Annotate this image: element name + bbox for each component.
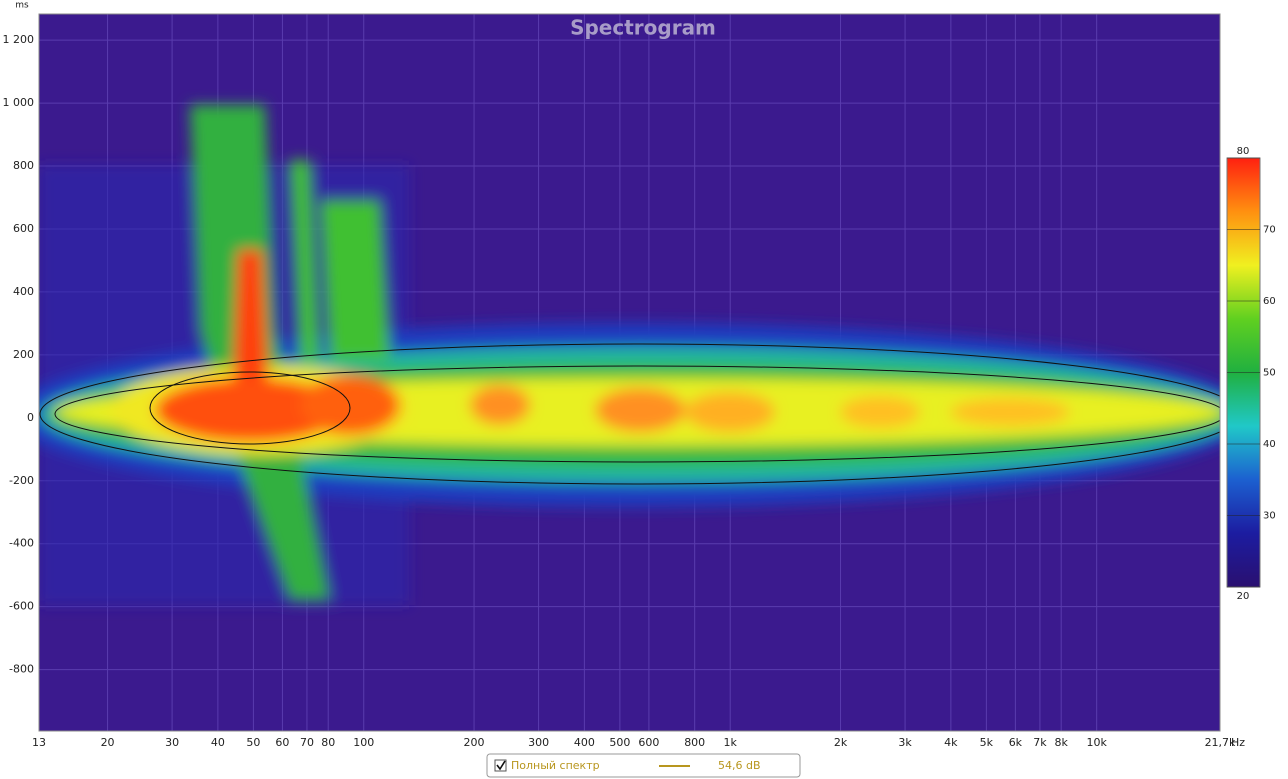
x-tick-label: 10k [1087, 736, 1108, 749]
spectrogram-image [39, 105, 1220, 605]
legend-name: Полный спектр [511, 759, 600, 772]
x-tick-label: 4k [944, 736, 958, 749]
y-tick-label: 1 200 [3, 33, 35, 46]
y-tick-label: 600 [13, 222, 34, 235]
x-tick-label: 60 [275, 736, 289, 749]
x-tick-label: 30 [165, 736, 179, 749]
x-tick-label: 80 [321, 736, 335, 749]
x-tick-label: 20 [101, 736, 115, 749]
x-tick-label: 200 [464, 736, 485, 749]
legend-value: 54,6 dB [718, 759, 761, 772]
y-tick-label: 1 000 [3, 96, 35, 109]
colorbar-label: 80 [1237, 146, 1250, 157]
colorbar-label: 40 [1263, 439, 1276, 450]
x-tick-label: 5k [980, 736, 994, 749]
colorbar-label: 50 [1263, 368, 1276, 379]
x-tick-label: 6k [1009, 736, 1023, 749]
colorbar-label: 60 [1263, 296, 1276, 307]
x-tick-label: 3k [898, 736, 912, 749]
chart-title: Spectrogram [570, 16, 716, 40]
x-tick-label: 100 [353, 736, 374, 749]
x-unit: Hz [1231, 736, 1245, 749]
x-tick-label: 50 [246, 736, 260, 749]
x-tick-label: 40 [211, 736, 225, 749]
legend-box [486, 753, 801, 778]
x-tick-label: 70 [300, 736, 314, 749]
x-tick-label: 1k [724, 736, 738, 749]
x-tick-label: 800 [684, 736, 705, 749]
y-tick-label: 400 [13, 285, 34, 298]
legend-checkbox[interactable] [494, 759, 507, 772]
y-tick-label: -400 [9, 537, 34, 550]
x-tick-label: 500 [609, 736, 630, 749]
x-tick-label: 8k [1054, 736, 1068, 749]
y-tick-label: 200 [13, 348, 34, 361]
y-tick-label: 0 [27, 411, 34, 424]
y-tick-label: -600 [9, 600, 34, 613]
x-tick-label: 600 [638, 736, 659, 749]
y-tick-label: -200 [9, 474, 34, 487]
legend: Полный спектр 54,6 dB [486, 753, 801, 778]
x-tick-label: 7k [1033, 736, 1047, 749]
x-tick-label: 13 [32, 736, 46, 749]
x-tick-label: 21,7k [1205, 736, 1236, 749]
y-tick-label: -800 [9, 663, 34, 676]
x-tick-label: 300 [528, 736, 549, 749]
checkmark [496, 760, 506, 771]
colorbar-label: 70 [1263, 225, 1276, 236]
colorbar-label: 30 [1263, 511, 1276, 522]
colorbar-label: 20 [1237, 591, 1250, 602]
x-tick-label: 400 [574, 736, 595, 749]
x-tick-label: 2k [834, 736, 848, 749]
y-unit: ms [15, 1, 29, 11]
plot-frame [38, 13, 1221, 732]
y-tick-label: 800 [13, 159, 34, 172]
